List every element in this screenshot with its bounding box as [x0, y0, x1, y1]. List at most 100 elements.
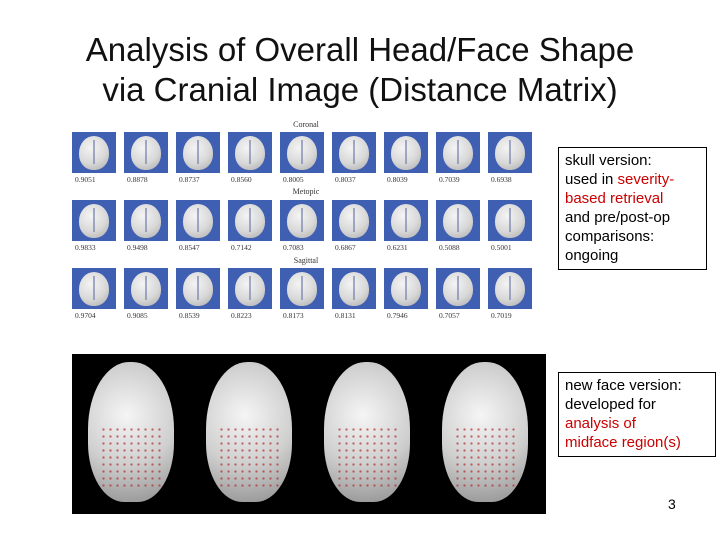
face-scans-figure — [72, 354, 546, 514]
skull-score: 0.7142 — [231, 243, 252, 252]
skull-score: 0.9085 — [127, 311, 148, 320]
skull-thumbnail: 0.6867 — [332, 200, 378, 254]
skull-thumbnail: 0.5001 — [488, 200, 534, 254]
title-line-2: via Cranial Image (Distance Matrix) — [102, 71, 618, 108]
face-version-note: new face version: developed for analysis… — [558, 372, 716, 457]
skull-thumbnail: 0.7083 — [280, 200, 326, 254]
skull-note-line-1: skull version: — [565, 152, 652, 169]
slide-title: Analysis of Overall Head/Face Shape via … — [40, 30, 680, 110]
skull-image — [436, 268, 480, 309]
skull-thumbnail: 0.9051 — [72, 132, 118, 186]
skull-score: 0.8173 — [283, 311, 304, 320]
skull-image — [436, 200, 480, 241]
skull-image — [384, 200, 428, 241]
title-line-1: Analysis of Overall Head/Face Shape — [85, 31, 635, 68]
skull-thumbnail: 0.6231 — [384, 200, 430, 254]
skull-score: 0.6231 — [387, 243, 408, 252]
skull-image — [176, 132, 220, 173]
skull-score: 0.8039 — [387, 175, 408, 184]
face-note-line-3: analysis of — [565, 415, 636, 432]
skull-note-line-2-plain: used in — [565, 171, 618, 188]
skull-score: 0.7946 — [387, 311, 408, 320]
skull-thumbnail: 0.8173 — [280, 268, 326, 322]
skull-thumbnail: 0.8560 — [228, 132, 274, 186]
skull-image — [488, 200, 532, 241]
skull-image — [332, 132, 376, 173]
skull-score: 0.8037 — [335, 175, 356, 184]
skull-note-line-2: used in severity- — [565, 170, 701, 189]
skull-thumbnail: 0.8547 — [176, 200, 222, 254]
skull-thumbnail: 0.8539 — [176, 268, 222, 322]
skull-score: 0.9704 — [75, 311, 96, 320]
skull-thumbnail: 0.7039 — [436, 132, 482, 186]
skull-thumbnail: 0.9833 — [72, 200, 118, 254]
skull-image — [228, 200, 272, 241]
skull-thumbnail: 0.8039 — [384, 132, 430, 186]
skull-thumbnail: 0.8131 — [332, 268, 378, 322]
skull-score: 0.6938 — [491, 175, 512, 184]
skull-thumbnail: 0.6938 — [488, 132, 534, 186]
skull-thumbnail: 0.8037 — [332, 132, 378, 186]
skull-score: 0.8560 — [231, 175, 252, 184]
skull-image — [280, 200, 324, 241]
skull-score: 0.5001 — [491, 243, 512, 252]
skull-image — [228, 268, 272, 309]
skull-score: 0.5088 — [439, 243, 460, 252]
skull-score: 0.7039 — [439, 175, 460, 184]
skull-image — [124, 132, 168, 173]
skull-note-line-4: and pre/post-op — [565, 209, 671, 226]
skull-version-note: skull version: used in severity- based r… — [558, 147, 707, 270]
skull-thumbnail: 0.8737 — [176, 132, 222, 186]
skull-comparison-figure: Coronal Metopic Sagittal 0.9051 0.8878 0.8… — [72, 118, 546, 338]
skull-score: 0.8547 — [179, 243, 200, 252]
skull-note-line-3: based retrieval — [565, 190, 664, 207]
skull-thumbnail: 0.9498 — [124, 200, 170, 254]
skull-score: 0.9498 — [127, 243, 148, 252]
skull-image — [488, 268, 532, 309]
skull-score: 0.6867 — [335, 243, 356, 252]
skull-score: 0.7083 — [283, 243, 304, 252]
skull-image — [72, 200, 116, 241]
skull-image — [332, 268, 376, 309]
face-scan-1 — [72, 354, 190, 514]
skull-image — [332, 200, 376, 241]
skull-thumbnail: 0.8223 — [228, 268, 274, 322]
skull-score: 0.9051 — [75, 175, 96, 184]
skull-thumbnail: 0.7142 — [228, 200, 274, 254]
skull-score: 0.7057 — [439, 311, 460, 320]
skull-image — [124, 200, 168, 241]
page-number: 3 — [668, 496, 676, 512]
group-label-sagittal: Sagittal — [293, 256, 319, 265]
skull-image — [176, 268, 220, 309]
face-note-line-1: new face version: — [565, 377, 682, 394]
skull-image — [72, 132, 116, 173]
face-note-line-4: midface region(s) — [565, 434, 681, 451]
group-label-metopic: Metopic — [292, 187, 320, 196]
skull-image — [176, 200, 220, 241]
skull-image — [124, 268, 168, 309]
skull-image — [280, 268, 324, 309]
skull-image — [384, 132, 428, 173]
skull-image — [488, 132, 532, 173]
skull-thumbnail: 0.9085 — [124, 268, 170, 322]
skull-image — [72, 268, 116, 309]
skull-score: 0.7019 — [491, 311, 512, 320]
skull-score: 0.9833 — [75, 243, 96, 252]
skull-score: 0.8878 — [127, 175, 148, 184]
skull-note-line-2-red: severity- — [617, 171, 675, 188]
face-scan-3 — [308, 354, 426, 514]
skull-image — [436, 132, 480, 173]
group-label-coronal: Coronal — [293, 120, 319, 129]
skull-thumbnail: 0.8005 — [280, 132, 326, 186]
skull-thumbnail: 0.7057 — [436, 268, 482, 322]
skull-score: 0.8737 — [179, 175, 200, 184]
skull-score: 0.8539 — [179, 311, 200, 320]
skull-score: 0.8131 — [335, 311, 356, 320]
skull-image — [384, 268, 428, 309]
skull-thumbnail: 0.7019 — [488, 268, 534, 322]
skull-thumbnail: 0.7946 — [384, 268, 430, 322]
skull-thumbnail: 0.8878 — [124, 132, 170, 186]
skull-thumbnail: 0.9704 — [72, 268, 118, 322]
skull-score: 0.8223 — [231, 311, 252, 320]
face-scan-4 — [426, 354, 544, 514]
